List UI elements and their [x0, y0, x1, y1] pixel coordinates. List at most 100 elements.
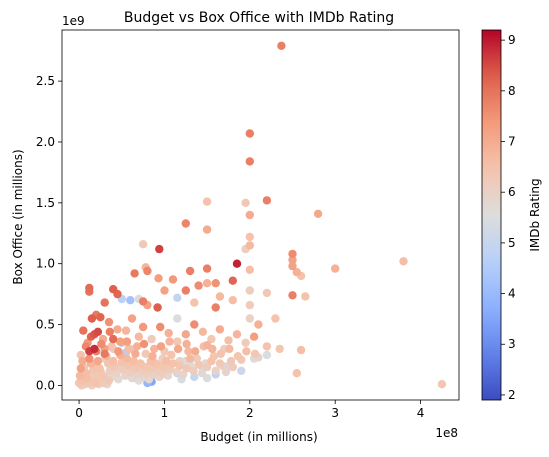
x-tick-label: 0 [75, 406, 83, 420]
data-point [97, 372, 107, 382]
data-point [127, 314, 137, 323]
data-point [245, 210, 254, 220]
data-point [96, 313, 105, 322]
data-point [232, 259, 242, 268]
data-point [85, 283, 94, 293]
data-point [277, 41, 286, 50]
data-point [93, 356, 103, 366]
data-point [249, 332, 259, 341]
data-point [288, 261, 297, 271]
data-point [131, 349, 140, 358]
chart-title: Budget vs Box Office with IMDb Rating [124, 10, 394, 26]
data-point [109, 356, 118, 366]
x-tick-label: 3 [331, 406, 339, 420]
data-point [242, 347, 251, 356]
data-point [168, 359, 178, 368]
colorbar-tick-label: 4 [508, 287, 516, 301]
data-point [221, 367, 231, 377]
data-point [139, 339, 149, 349]
data-point [147, 334, 156, 344]
data-point [82, 373, 92, 383]
data-point [76, 364, 86, 373]
data-point [245, 314, 254, 323]
y-tick-label: 2.0 [36, 135, 55, 149]
x-axis-label: Budget (in millions) [200, 430, 317, 444]
data-point [138, 240, 148, 249]
data-point [148, 352, 157, 361]
data-point [226, 356, 236, 366]
data-point [181, 286, 190, 295]
data-point [122, 354, 132, 363]
data-point [87, 314, 97, 323]
data-point [197, 369, 207, 378]
data-point [105, 327, 115, 336]
data-point [79, 326, 88, 335]
data-point [121, 326, 131, 335]
data-point [250, 349, 260, 358]
data-point [241, 198, 250, 207]
data-point [104, 376, 114, 385]
data-point [185, 266, 195, 276]
data-point [173, 344, 183, 354]
data-point [211, 279, 220, 288]
data-point [189, 366, 198, 375]
data-point [301, 292, 310, 301]
data-point [232, 330, 242, 339]
data-point [97, 339, 106, 349]
colorbar-tick-label: 3 [508, 337, 516, 351]
data-point [215, 292, 225, 301]
data-point [296, 345, 306, 355]
data-point [162, 356, 171, 366]
data-point [173, 293, 182, 302]
data-point [182, 364, 191, 373]
data-point [160, 286, 169, 295]
data-point [190, 298, 199, 307]
data-point [190, 320, 199, 329]
data-point [185, 354, 195, 363]
data-point [167, 350, 176, 360]
data-point [399, 257, 408, 266]
colorbar-tick-label: 2 [508, 388, 516, 402]
data-point [262, 342, 272, 351]
data-point [168, 275, 178, 284]
data-point [154, 274, 163, 283]
data-point [85, 354, 94, 363]
colorbar-gradient [481, 29, 502, 401]
x-tick-label: 2 [246, 406, 254, 420]
data-point [126, 296, 135, 305]
colorbar: 2 3 4 5 6 7 8 9 [481, 29, 516, 402]
data-point [138, 297, 148, 306]
data-point [93, 327, 103, 336]
x-axis-offset-label: 1e8 [435, 426, 458, 440]
data-point [194, 281, 203, 290]
data-point [331, 264, 340, 273]
plot-frame [61, 29, 460, 401]
data-point [100, 349, 109, 358]
data-point [275, 344, 284, 354]
y-tick-label: 0.5 [36, 318, 55, 332]
data-point [175, 361, 184, 371]
data-point [198, 327, 208, 336]
data-point [184, 347, 193, 356]
data-point [107, 342, 116, 351]
data-point [143, 266, 152, 276]
data-point [194, 360, 203, 369]
y-tick-label: 2.5 [36, 74, 55, 88]
data-point [173, 337, 182, 346]
data-point [173, 314, 182, 323]
data-point [245, 232, 254, 242]
data-point [191, 347, 200, 356]
data-point [245, 241, 254, 250]
data-point [109, 285, 118, 294]
data-point [141, 349, 150, 358]
data-point [215, 325, 225, 334]
data-point [164, 328, 173, 338]
data-point [245, 157, 254, 166]
data-point [78, 356, 87, 366]
y-tick-label: 1.5 [36, 196, 55, 210]
colorbar-tick-label: 7 [508, 135, 516, 149]
data-point [211, 366, 220, 375]
data-point [207, 356, 216, 366]
colorbar-label: IMDb Rating [528, 178, 542, 251]
data-point [245, 286, 254, 295]
